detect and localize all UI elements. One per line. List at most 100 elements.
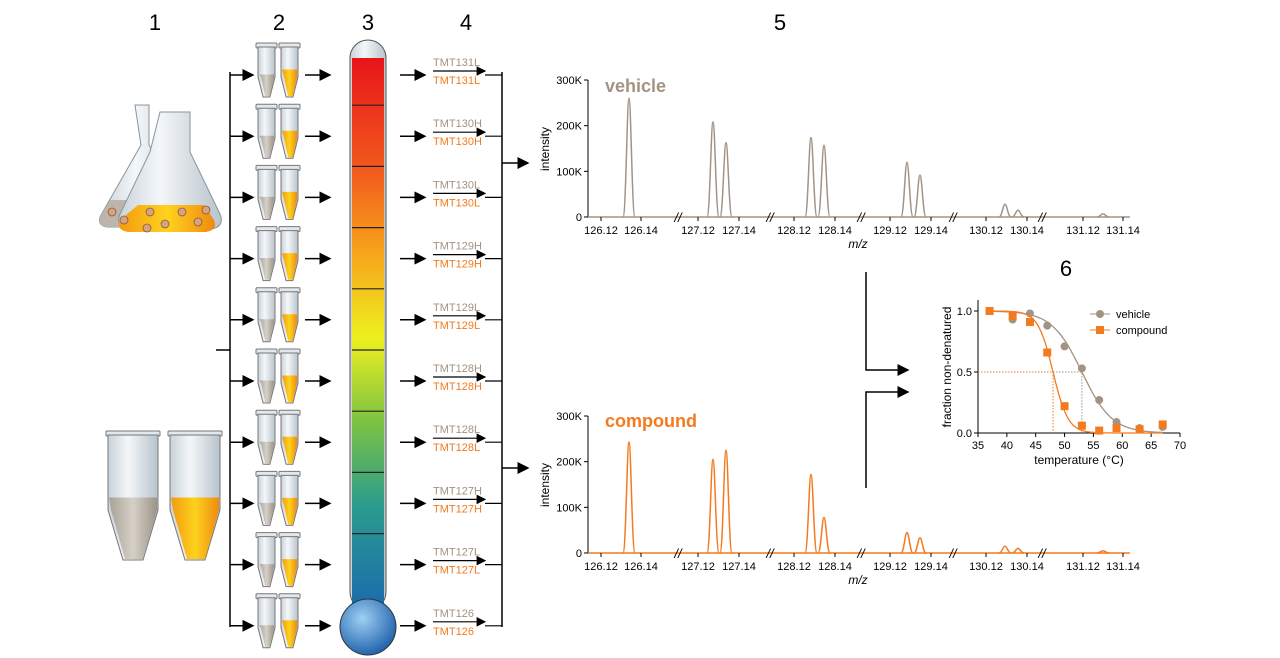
spectrum-peak [719, 449, 733, 554]
y-tick-label: 200K [556, 457, 582, 469]
x-tick-label: 50 [1058, 440, 1070, 452]
tube-liquid [259, 196, 274, 219]
x-tick-label: 127.12 [681, 225, 715, 237]
axis-break-icon: // [856, 210, 866, 225]
x-tick-label: 65 [1145, 440, 1157, 452]
step-number: 1 [149, 10, 161, 35]
step-number: 2 [273, 10, 285, 35]
tmt-label-vehicle: TMT129L [433, 302, 480, 314]
x-axis-label: temperature (°C) [1034, 453, 1124, 467]
y-tick-label: 300K [556, 411, 582, 423]
legend-marker [1096, 310, 1104, 318]
temperature-row: 47TMT128LTMT128L [230, 409, 502, 465]
temperature-row: 67TMT131LTMT131L [230, 42, 502, 98]
data-point-compound [985, 307, 994, 315]
spectrum-title: compound [605, 411, 697, 431]
tube-liquid [282, 497, 297, 525]
step-number: 5 [774, 10, 786, 35]
spectrum-vehicle: 0 100K 200K 300K intensity 126.12 126.14 127.12… [538, 75, 1140, 251]
x-tick-label: 129.12 [873, 225, 907, 237]
tmt-label-vehicle: TMT130L [433, 179, 480, 191]
spectrum-peak [706, 121, 720, 218]
x-tick-label: 131.12 [1066, 225, 1100, 237]
x-tick-label: 126.12 [584, 225, 618, 237]
data-point-compound [1135, 425, 1144, 434]
y-axis-label: intensity [538, 463, 552, 507]
combine-arrows [865, 272, 910, 488]
tube-liquid [282, 620, 297, 647]
tube-liquid [259, 564, 274, 586]
data-point-vehicle [1112, 418, 1121, 427]
tmt-label-compound: TMT127H [433, 503, 482, 515]
axis-break-icon: // [948, 210, 958, 225]
x-axis-label: m/z [848, 237, 867, 251]
x-tick-label: 127.14 [722, 225, 756, 237]
spectrum-peak [1011, 547, 1025, 554]
axis-break-icon: // [1037, 210, 1047, 225]
tube-liquid [282, 191, 297, 219]
temperature-row: 50TMT128HTMT128H [230, 348, 502, 404]
spectrum-compound: 0 100K 200K 300K intensity 126.12 126.14 127.12… [538, 411, 1140, 587]
tube-liquid [282, 69, 297, 96]
tmt-label-compound: TMT126 [433, 626, 474, 638]
tmt-label-compound: TMT128H [433, 381, 482, 393]
spectrum-peak [804, 136, 818, 218]
tube-liquid [259, 441, 274, 464]
spectrum-peak [719, 141, 733, 218]
x-tick-label: 129.14 [914, 225, 948, 237]
tube-liquid [282, 559, 297, 586]
data-point-compound [1095, 426, 1104, 435]
y-axis-label: intensity [538, 127, 552, 171]
x-tick-label: 130.14 [1010, 561, 1044, 573]
x-tick-label: 129.12 [873, 561, 907, 573]
melting-curve-chart: 35 40 45 50 55 60 65 70 0.0 0.5 1.0 temperature (°C… [940, 300, 1186, 467]
data-point-compound [1025, 317, 1034, 326]
spectrum-peak [1096, 549, 1110, 554]
data-point-vehicle [1043, 321, 1052, 330]
data-point-compound [1008, 311, 1017, 320]
tmt-label-compound: TMT129H [433, 259, 482, 271]
x-tick-label: 55 [1087, 440, 1099, 452]
axis-break-icon: // [673, 210, 683, 225]
x-tick-label: 45 [1030, 440, 1042, 452]
tmt-label-vehicle: TMT131L [433, 57, 480, 69]
spectrum-title: vehicle [605, 76, 666, 96]
x-tick-label: 126.14 [624, 561, 658, 573]
tube-liquid [109, 497, 157, 559]
axis-break-icon: // [1037, 546, 1047, 561]
x-tick-label: 130.14 [1010, 225, 1044, 237]
tube-liquid [282, 314, 297, 341]
tube-liquid [259, 135, 274, 158]
thermometer-temperature-gradient [339, 39, 397, 656]
legend-label: vehicle [1116, 309, 1150, 321]
axis-break-icon: // [765, 210, 775, 225]
tmt-label-vehicle: TMT130H [433, 118, 482, 130]
y-tick-label: 0.5 [957, 367, 972, 379]
step-number: 3 [362, 10, 374, 35]
x-tick-label: 126.12 [584, 561, 618, 573]
step-number: 4 [460, 10, 472, 35]
spectrum-peak [913, 174, 927, 218]
x-tick-label: 70 [1174, 440, 1186, 452]
legend-label: compound [1116, 325, 1167, 337]
tmt-label-compound: TMT130H [433, 136, 482, 148]
spectrum-peak [804, 473, 818, 554]
spectrum-peak [900, 531, 914, 554]
spectrum-peak [622, 97, 636, 218]
culture-flasks [99, 104, 222, 233]
y-tick-label: 300K [556, 75, 582, 87]
data-point-vehicle [1095, 396, 1104, 405]
data-point-vehicle [1077, 364, 1086, 373]
y-tick-label: 200K [556, 121, 582, 133]
tube-liquid [259, 319, 274, 341]
x-axis-label: m/z [848, 573, 867, 587]
step-number: 6 [1060, 256, 1072, 281]
temperature-row: 41TMT127LTMT127L [230, 532, 502, 588]
fit-curve-compound [989, 310, 1163, 434]
tmt-label-compound: TMT129L [433, 320, 480, 332]
tm-guide-compound [978, 371, 1054, 433]
y-axis-label: fraction non-denatured [940, 307, 954, 428]
spectrum-peak [900, 161, 914, 218]
data-point-compound [1060, 402, 1069, 411]
